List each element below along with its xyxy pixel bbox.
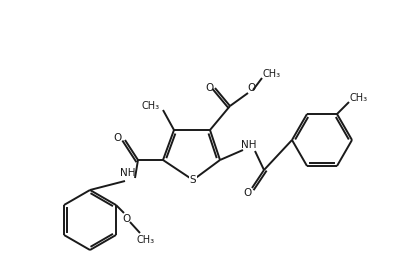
Text: NH: NH (241, 140, 257, 150)
Text: CH₃: CH₃ (142, 101, 160, 111)
Text: S: S (190, 175, 196, 185)
Text: O: O (123, 214, 131, 224)
Text: O: O (243, 188, 251, 198)
Text: CH₃: CH₃ (137, 235, 155, 245)
Text: O: O (205, 83, 213, 93)
Text: CH₃: CH₃ (350, 93, 368, 103)
Text: CH₃: CH₃ (263, 69, 281, 79)
Text: O: O (113, 133, 121, 143)
Text: NH: NH (120, 168, 136, 178)
Text: O: O (247, 83, 255, 93)
